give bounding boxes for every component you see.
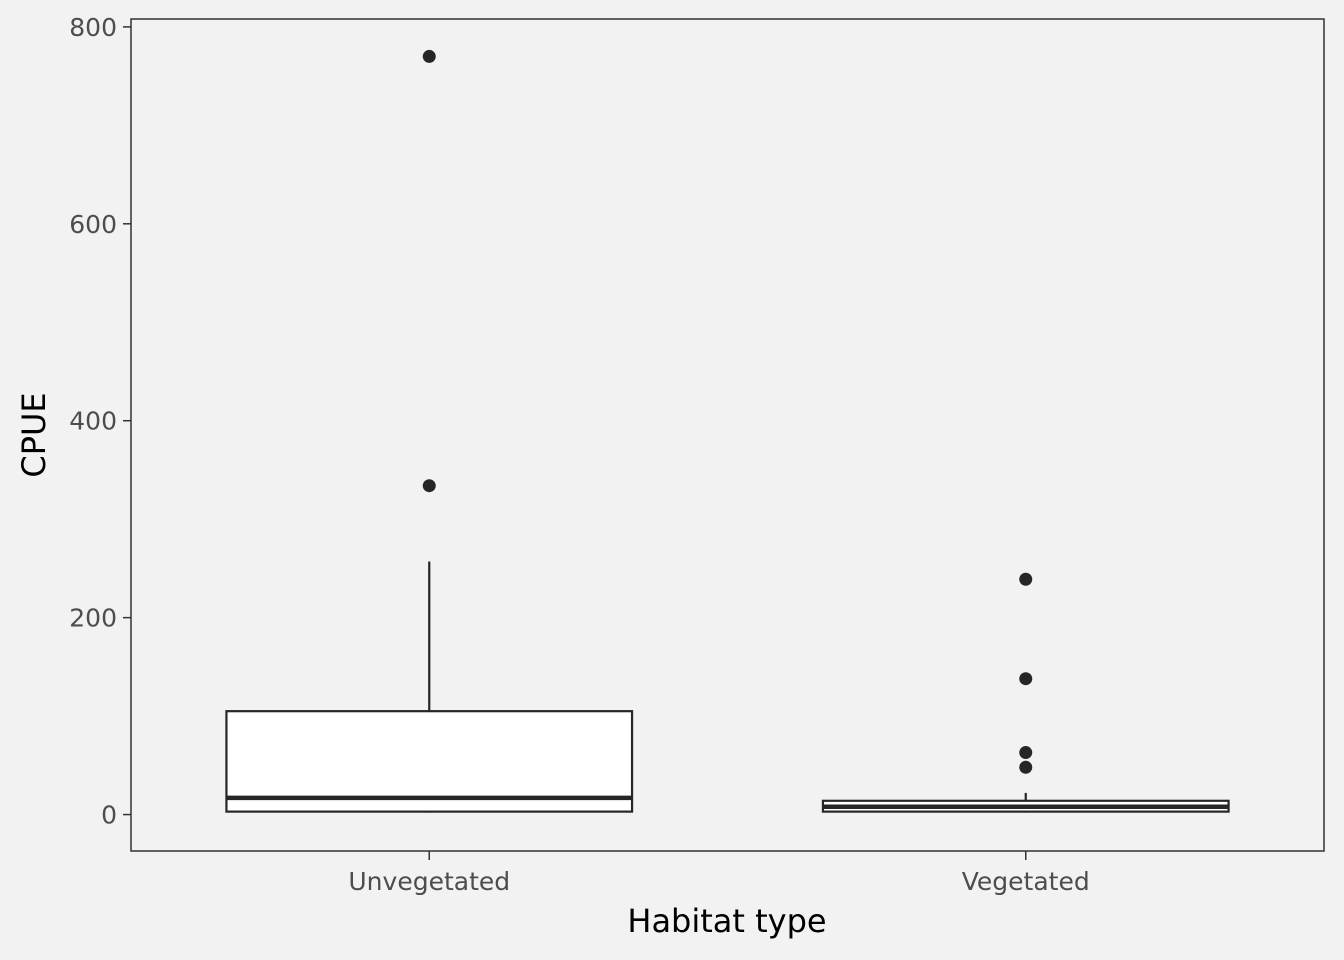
y-tick-label: 600 xyxy=(69,210,117,239)
y-tick-label: 800 xyxy=(69,13,117,42)
outlier-point xyxy=(1019,760,1033,774)
outlier-point xyxy=(1019,572,1033,586)
panel-border xyxy=(130,18,1325,852)
y-tick-label: 0 xyxy=(101,801,117,830)
y-axis-title: CPUE xyxy=(15,392,53,477)
outlier-point xyxy=(422,479,436,493)
y-tick-label: 200 xyxy=(69,604,117,633)
box-layer xyxy=(225,49,1230,813)
y-axis: 0 200 400 600 800 xyxy=(69,13,131,830)
box-iqr xyxy=(225,710,634,813)
outlier-point xyxy=(1019,672,1033,686)
box-group-vegetated xyxy=(821,572,1230,813)
x-axis-title: Habitat type xyxy=(627,902,826,940)
outlier-point xyxy=(422,49,436,63)
x-tick-label: Vegetated xyxy=(962,867,1090,896)
y-tick-label: 400 xyxy=(69,407,117,436)
x-axis: Unvegetated Vegetated xyxy=(348,851,1090,896)
x-tick-label: Unvegetated xyxy=(348,867,510,896)
box-group-unvegetated xyxy=(225,49,634,813)
outlier-point xyxy=(1019,746,1033,760)
